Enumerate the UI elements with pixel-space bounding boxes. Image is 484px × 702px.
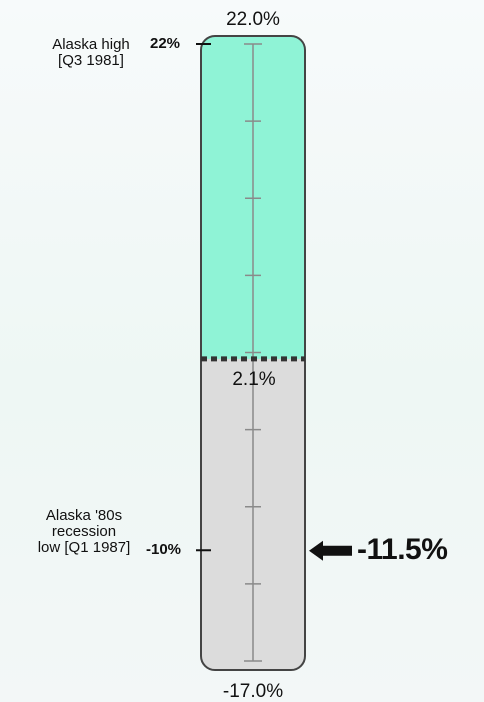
anchor-note-line: low [Q1 1987]: [37, 539, 131, 557]
anchor-note-line: Alaska '80s: [45, 507, 123, 524]
left-arrow-icon: [309, 540, 352, 561]
anchor-note-line: recession: [51, 523, 117, 541]
gauge-tick-group: [244, 43, 262, 662]
anchor-note-line: Alaska high: [52, 36, 130, 53]
gauge-tube-outline: [200, 35, 306, 671]
fill-level-label: 2.1%: [232, 368, 276, 390]
anchor-value-low: -10%: [146, 541, 182, 559]
anchor-note-low: Alaska '80s recession low [Q1 1987]: [24, 507, 144, 557]
anchor-note-line: [Q3 1981]: [58, 52, 124, 70]
current-value-label: -11.5%: [357, 532, 448, 566]
anchor-value-high: 22%: [150, 35, 181, 52]
anchor-note-high: Alaska high [Q3 1981]: [36, 36, 146, 70]
gauge-max-label: 22.0%: [226, 9, 280, 30]
gauge-min-label: -17.0%: [222, 681, 284, 702]
anchor-tick-group: [196, 43, 211, 552]
